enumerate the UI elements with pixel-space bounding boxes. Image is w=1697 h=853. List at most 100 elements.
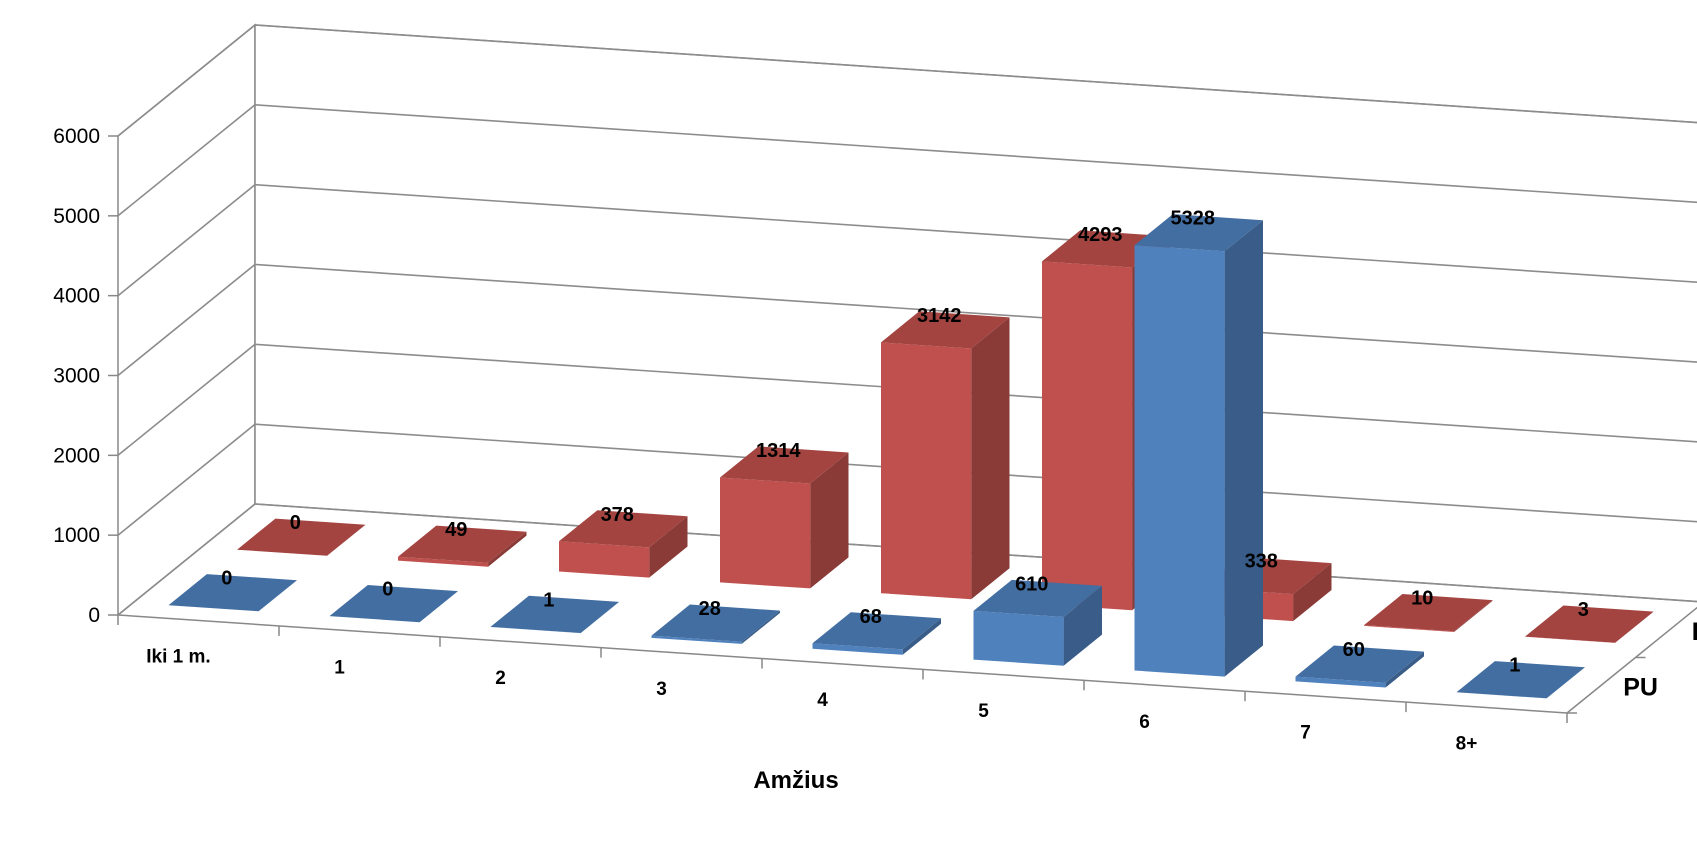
bar-front <box>559 541 650 578</box>
bar-side <box>902 618 941 655</box>
data-label: 0 <box>221 568 232 590</box>
bar-PU-0 <box>168 574 297 612</box>
data-label: 1 <box>543 589 554 611</box>
y-tick-label: 3000 <box>53 365 100 388</box>
bar-side <box>649 516 688 578</box>
gridline <box>117 24 1697 137</box>
bar-IU-1 <box>398 525 527 567</box>
x-tick-label: 7 <box>1300 723 1311 744</box>
bar-IU-0 <box>237 518 366 556</box>
y-tick-label: 6000 <box>53 125 100 148</box>
bar-front <box>398 556 489 567</box>
bar-PU-7 <box>1295 645 1424 688</box>
bar-front <box>1295 676 1386 688</box>
data-label: 10 <box>1411 588 1433 610</box>
bar-side <box>488 531 527 567</box>
bar-top <box>1134 214 1263 252</box>
bar-front <box>1525 636 1616 643</box>
bar-side <box>580 601 619 634</box>
bar-front <box>651 635 742 644</box>
series-label: PU <box>1623 673 1658 701</box>
bar-side <box>810 452 849 589</box>
bar-front <box>720 477 811 589</box>
data-label: 610 <box>1015 573 1048 595</box>
bar-side <box>1546 667 1585 699</box>
bar-IU-2 <box>559 510 688 578</box>
bar-front <box>490 626 581 634</box>
data-label: 1314 <box>756 440 801 462</box>
bar-side <box>1063 585 1102 666</box>
bar-PU-8 <box>1456 661 1585 699</box>
bar-front <box>1364 625 1455 632</box>
bar-side <box>741 610 780 644</box>
data-label: 0 <box>290 512 301 534</box>
bar-PU-1 <box>329 585 458 623</box>
bar-top <box>398 525 527 563</box>
x-tick-label: 8+ <box>1456 734 1478 755</box>
bar-IU-8 <box>1525 605 1654 643</box>
x-tick-label: 3 <box>656 679 667 700</box>
data-label: 5328 <box>1171 208 1216 230</box>
y-tick-label: 1000 <box>53 524 100 547</box>
data-label: 60 <box>1343 639 1365 661</box>
bar-front <box>973 610 1064 666</box>
data-label: 1 <box>1509 655 1520 677</box>
bar-side <box>1224 220 1263 677</box>
x-axis-line <box>117 614 1568 714</box>
bar-side <box>1615 611 1654 643</box>
bar-side <box>1454 600 1493 632</box>
bar-top <box>1525 605 1654 643</box>
bar-top <box>1295 645 1424 683</box>
data-label: 378 <box>601 504 634 526</box>
series-label: IU <box>1692 618 1697 646</box>
data-label: 68 <box>860 606 882 628</box>
bars <box>168 214 1654 699</box>
bar-top <box>720 446 849 484</box>
x-tick-label: Iki 1 m. <box>146 646 210 667</box>
bar-PU-6 <box>1134 214 1263 677</box>
bar-PU-4 <box>812 612 941 655</box>
x-tick-label: 4 <box>817 690 828 711</box>
data-label: 3 <box>1578 599 1589 621</box>
bar-PU-2 <box>490 595 619 634</box>
data-label: 28 <box>699 598 721 620</box>
bar-PU-3 <box>651 604 780 644</box>
bar-top <box>973 579 1102 617</box>
data-label: 0 <box>382 579 393 601</box>
bar-top <box>812 612 941 650</box>
data-label: 338 <box>1245 551 1278 573</box>
floor-grid <box>117 606 1697 723</box>
y-tick-label: 2000 <box>53 444 100 467</box>
bar-side <box>971 317 1010 600</box>
bar-top <box>651 604 780 642</box>
data-label: 4293 <box>1078 224 1123 246</box>
x-tick-label: 1 <box>334 657 345 678</box>
bar-IU-7 <box>1364 594 1493 632</box>
x-axis-title: Amžius <box>753 767 838 794</box>
bar-side <box>1385 651 1424 688</box>
bar-top <box>1456 661 1585 699</box>
bar-top <box>237 518 366 556</box>
bar-front <box>1134 245 1225 677</box>
gridline <box>117 103 1697 217</box>
bar-top <box>559 510 688 548</box>
x-tick-label: 6 <box>1139 712 1150 733</box>
bar-front <box>1042 261 1133 611</box>
bar-top <box>881 311 1010 349</box>
y-tick-label: 0 <box>88 604 100 627</box>
bar-front <box>1456 692 1547 699</box>
bar-PU-5 <box>973 579 1102 666</box>
bar-IU-4 <box>881 311 1010 600</box>
y-tick-label: 5000 <box>53 205 100 228</box>
y-tick-label: 4000 <box>53 285 100 308</box>
data-label: 49 <box>445 519 467 541</box>
bar-top <box>490 595 619 633</box>
data-label: 3142 <box>917 305 962 327</box>
bar-side <box>1293 563 1332 622</box>
x-tick-label: 2 <box>495 668 506 689</box>
bar-top <box>329 585 458 623</box>
bar-front <box>812 643 903 655</box>
bar-front <box>881 342 972 600</box>
